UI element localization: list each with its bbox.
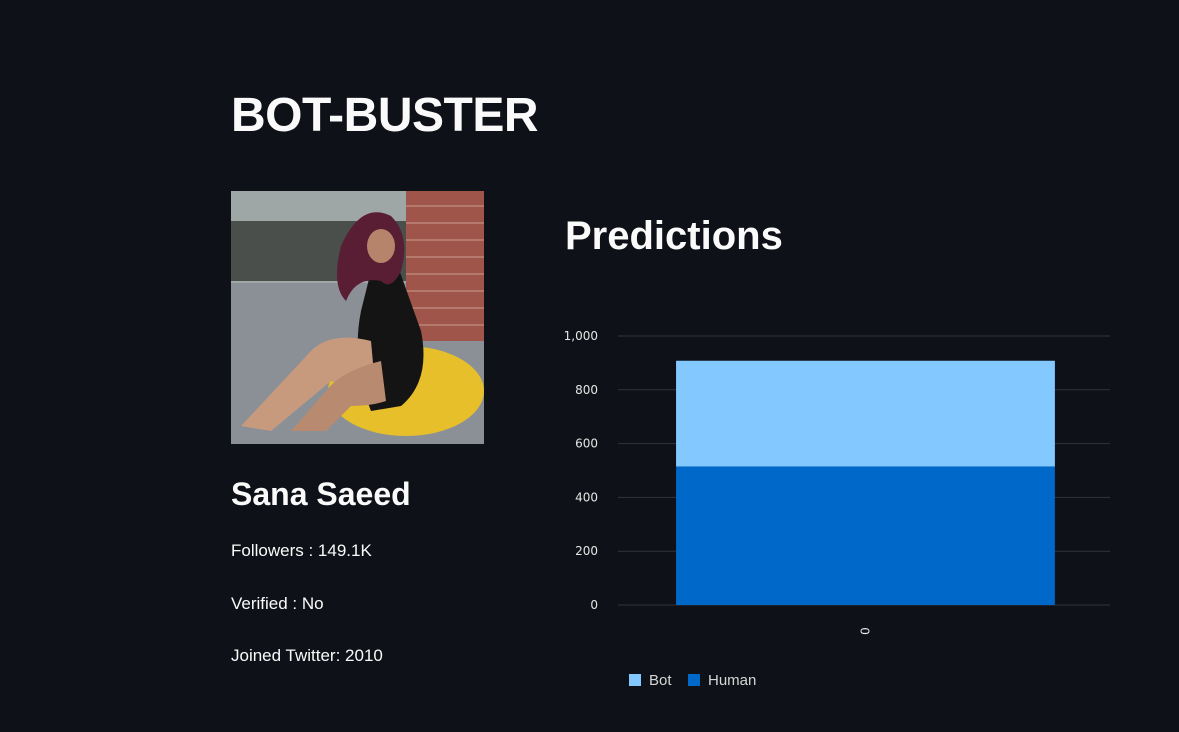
followers-value: 149.1K	[317, 541, 372, 560]
followers-label: Followers :	[231, 541, 318, 560]
y-tick-label: 0	[590, 598, 598, 612]
predictions-heading: Predictions	[565, 214, 783, 258]
verified-label: Verified :	[231, 594, 302, 613]
bar-segment-bot[interactable]	[676, 360, 1055, 467]
verified-line: Verified : No	[231, 594, 324, 614]
joined-line: Joined Twitter: 2010	[231, 646, 383, 666]
legend-label-bot[interactable]: Bot	[649, 672, 672, 689]
x-tick-label: 0	[858, 627, 872, 635]
joined-value: 2010	[345, 646, 383, 665]
verified-value: No	[301, 594, 324, 613]
y-tick-label: 200	[575, 544, 598, 558]
app-title: BOT-BUSTER	[231, 89, 539, 142]
y-tick-label: 600	[575, 437, 598, 451]
y-tick-label: 800	[575, 383, 598, 397]
bar-segment-human[interactable]	[676, 466, 1055, 605]
followers-line: Followers : 149.1K	[231, 541, 372, 561]
legend-label-human[interactable]: Human	[708, 672, 756, 689]
profile-name: Sana Saeed	[231, 476, 411, 512]
joined-label: Joined Twitter:	[231, 646, 346, 665]
y-tick-label: 1,000	[564, 329, 598, 343]
predictions-chart: 0 200 400 600 800 1,000 0 Bot Human	[564, 329, 1110, 689]
y-tick-label: 400	[575, 490, 598, 504]
legend-swatch-human[interactable]	[688, 674, 700, 686]
legend-swatch-bot[interactable]	[629, 674, 641, 686]
profile-photo	[231, 191, 484, 444]
profile-photo-image	[231, 191, 484, 444]
